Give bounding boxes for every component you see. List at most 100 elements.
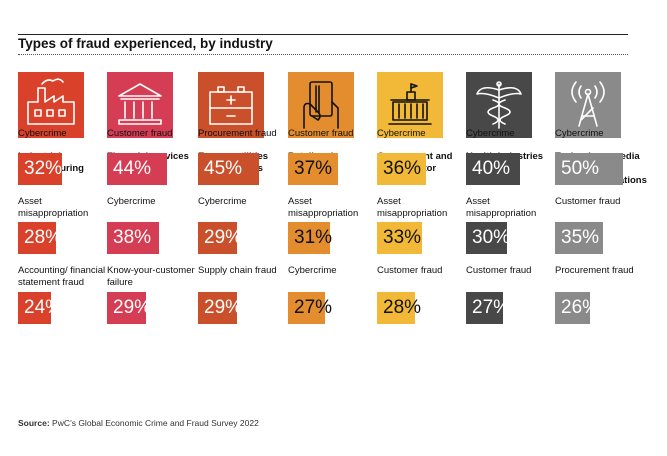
fraud-bar [18,222,56,254]
fraud-type-label: Customer fraud [466,265,532,276]
industry-column: Technology, media and telecommunications… [555,72,647,408]
percent-value: 30% [472,227,511,248]
fraud-bar [107,153,167,185]
fraud-bar [466,292,503,324]
fraud-type-label: Customer fraud [377,265,443,276]
percent-value: 38% [113,227,152,248]
fraud-type-label: Procurement fraud [555,265,634,276]
percent-value: 45% [204,158,243,179]
fraud-bar [18,292,51,324]
bar-track: 29% [107,292,175,324]
percent-value: 28% [24,227,63,248]
percent-value: 31% [294,227,333,248]
fraud-type-label: Know-your-customer failure [107,265,195,288]
fraud-bar [198,153,259,185]
bar-track: 31% [288,222,356,254]
industry-icon-tile [288,72,354,138]
percent-value: 33% [383,227,422,248]
percent-value: 35% [561,227,600,248]
percent-value: 37% [294,158,333,179]
fraud-type-label: Cybercrime [107,196,156,207]
bar-track: 28% [18,222,86,254]
bar-track: 50% [555,153,623,185]
government-building-icon [388,83,432,125]
fraud-type-label: Customer fraud [555,196,621,207]
industry-column: Energy, utilities and resourcesProcureme… [198,72,282,408]
bar-track: 38% [107,222,175,254]
fraud-type-label: Cybercrime [288,265,337,276]
fraud-type-label: Supply chain fraud [198,265,277,276]
percent-value: 29% [204,227,243,248]
fraud-type-label: Procurement fraud [198,128,277,139]
percent-value: 44% [113,158,152,179]
industry-icon-tile [555,72,621,138]
percent-value: 27% [472,297,511,318]
bar-track: 29% [198,222,266,254]
industry-icon-tile [198,72,264,138]
bar-track: 27% [466,292,534,324]
bar-track: 29% [198,292,266,324]
fraud-bar [466,222,507,254]
source-note: Source: PwC’s Global Economic Crime and … [18,418,259,428]
percent-value: 32% [24,158,63,179]
bar-track: 28% [377,292,445,324]
fraud-bar [107,292,146,324]
industry-column: Industrial manufacturingCybercrime32%Ass… [18,72,105,408]
industry-icon-tile [466,72,532,138]
fraud-bar [466,153,520,185]
chart-title: Types of fraud experienced, by industry [18,36,273,51]
industry-icon-tile [18,72,84,138]
fraud-bar [377,153,426,185]
bar-track: 27% [288,292,356,324]
fraud-type-label: Customer fraud [288,128,354,139]
industry-icon-tile [377,72,443,138]
bar-track: 32% [18,153,86,185]
fraud-bar [288,222,330,254]
dotted-divider [18,54,628,55]
percent-value: 27% [294,297,333,318]
percent-value: 50% [561,158,600,179]
bar-track: 44% [107,153,175,185]
fraud-type-label: Customer fraud [107,128,173,139]
fraud-bar [198,292,237,324]
percent-value: 29% [113,297,152,318]
bar-track: 37% [288,153,356,185]
fraud-bar [18,153,62,185]
bar-track: 36% [377,153,445,185]
fraud-type-label: Asset misappropriation [18,196,89,219]
bar-track: 30% [466,222,534,254]
fraud-type-label: Asset misappropriation [377,196,448,219]
bar-track: 35% [555,222,623,254]
fraud-bar [555,292,590,324]
radio-tower-icon [571,81,605,127]
bank-icon [118,83,162,125]
bar-track: 40% [466,153,534,185]
fraud-type-label: Cybercrime [18,128,67,139]
caduceus-icon [476,81,522,129]
fraud-type-label: Accounting/ financial statement fraud [18,265,106,288]
fraud-bar [377,222,422,254]
fraud-bar [377,292,415,324]
factory-icon [27,78,75,125]
bar-track: 26% [555,292,623,324]
fraud-type-label: Asset misappropriation [288,196,359,219]
percent-value: 24% [24,297,63,318]
card-in-hand-icon [303,81,339,129]
battery-icon [209,86,253,125]
industry-column: Retail and consumerCustomer fraud37%Asse… [288,72,372,408]
fraud-bar [107,222,159,254]
percent-value: 40% [472,158,511,179]
percent-value: 36% [383,158,422,179]
fraud-bar [198,222,237,254]
fraud-bar [288,292,325,324]
bar-track: 24% [18,292,86,324]
bar-track: 33% [377,222,445,254]
percent-value: 28% [383,297,422,318]
fraud-bar [555,153,623,185]
percent-value: 26% [561,297,600,318]
fraud-type-label: Asset misappropriation [466,196,537,219]
source-label: Source: [18,418,50,428]
fraud-type-label: Cybercrime [555,128,604,139]
percent-value: 29% [204,297,243,318]
